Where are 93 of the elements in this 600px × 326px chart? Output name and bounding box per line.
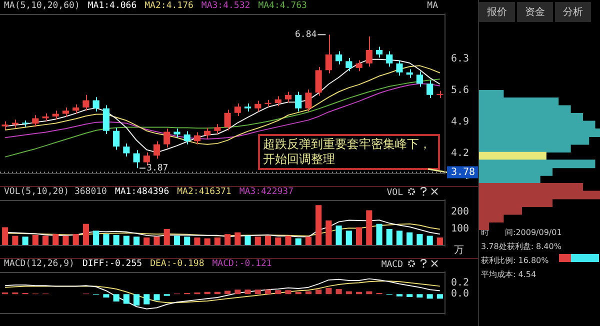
- y-tick-label: 100: [451, 224, 470, 235]
- bar: [406, 232, 413, 246]
- text: MA4:4.763: [258, 1, 307, 11]
- bar: [234, 290, 241, 294]
- text: MACD:-0.121: [212, 259, 272, 269]
- text: MACD(12,26,9): [4, 259, 74, 269]
- text: 平均成本: 4.54: [481, 269, 538, 281]
- bar: [72, 234, 79, 246]
- text: MA2:4.176: [144, 1, 194, 11]
- text: VOL(5,10,20) 368010: [4, 187, 107, 197]
- bar: [244, 290, 251, 294]
- bar: [52, 234, 59, 246]
- bar: [194, 237, 200, 246]
- bar: [336, 226, 342, 246]
- y-tick-label: 0.0: [451, 288, 470, 300]
- bar: [326, 220, 332, 246]
- bar: [285, 290, 292, 294]
- text: DEA:-0.198: [150, 259, 204, 269]
- bar: [224, 234, 231, 246]
- bar: [2, 227, 8, 246]
- text: 分析: [555, 2, 591, 22]
- bar: [326, 288, 332, 294]
- text: 获利比例: 16.80%: [481, 255, 550, 267]
- bar: [254, 290, 261, 294]
- bar: [305, 236, 312, 246]
- y-tick-label: 5.6: [451, 85, 470, 96]
- bar: [164, 228, 170, 246]
- bar: [264, 290, 272, 294]
- candlestick: [2, 120, 8, 130]
- text: 3.78处获利盘: 8.40%: [481, 241, 562, 253]
- bar: [82, 224, 89, 246]
- bar: [396, 230, 403, 246]
- bar: [356, 227, 362, 246]
- annotation: 6.84: [295, 30, 317, 40]
- bar: [336, 289, 342, 294]
- bar: [184, 236, 190, 246]
- bar: [416, 234, 423, 246]
- bar: [234, 232, 241, 246]
- bar: [366, 210, 372, 246]
- candlestick: [396, 60, 403, 76]
- bar: [436, 294, 443, 299]
- bar: [154, 236, 160, 246]
- candlestick: [42, 112, 49, 122]
- candlestick: [305, 89, 312, 112]
- y-tick-label: 4.2: [451, 148, 470, 159]
- bar: [134, 236, 140, 246]
- y-tick-label: 0.2: [451, 277, 470, 288]
- candlestick: [133, 150, 140, 169]
- text: MACD: [381, 260, 403, 270]
- text: MA(5,10,20,60): [4, 1, 80, 11]
- bar: [103, 294, 110, 298]
- text: MA1:4.066: [88, 1, 137, 11]
- bar: [275, 290, 282, 294]
- bar: [406, 294, 413, 297]
- ref-line-label: 3.78: [450, 166, 476, 178]
- bar: [103, 234, 110, 246]
- bar: [123, 294, 130, 304]
- bar: [93, 230, 100, 246]
- candlestick: [62, 106, 70, 118]
- text: MA1:484396: [114, 187, 170, 197]
- candlestick: [356, 60, 362, 72]
- bar: [376, 224, 382, 246]
- bar: [154, 294, 160, 300]
- bar: [62, 236, 69, 246]
- annotation: 超跌反弹到重要套牢密集峰下，开始回调整理: [258, 134, 440, 170]
- candlestick: [264, 99, 272, 108]
- text: MA2:416371: [177, 187, 232, 197]
- text: DIFF:-0.255: [82, 259, 142, 269]
- text: MA3:4.532: [201, 1, 250, 11]
- bar: [224, 290, 231, 294]
- bar: [386, 228, 392, 246]
- y-tick-label: 4.9: [451, 116, 470, 128]
- bar: [134, 294, 140, 306]
- bar: [426, 294, 433, 299]
- candlestick: [244, 102, 252, 112]
- text: VOL: [386, 188, 403, 198]
- bar: [144, 294, 150, 304]
- y-tick-label: 6.3: [451, 54, 470, 65]
- text: 报价: [479, 2, 515, 22]
- bar: [113, 294, 120, 302]
- bar: [346, 230, 352, 246]
- bar: [416, 294, 423, 298]
- text: 资金: [517, 2, 553, 22]
- text: MA: [427, 1, 438, 11]
- text: MA3:422937: [239, 187, 294, 197]
- bar: [316, 205, 322, 246]
- bar: [285, 236, 292, 246]
- y-tick-label: 200: [451, 206, 470, 218]
- bar: [254, 236, 261, 246]
- bar: [316, 290, 322, 294]
- y-axis-title: 万: [454, 244, 464, 257]
- bar: [22, 236, 28, 246]
- annotation: 3.87: [146, 164, 168, 174]
